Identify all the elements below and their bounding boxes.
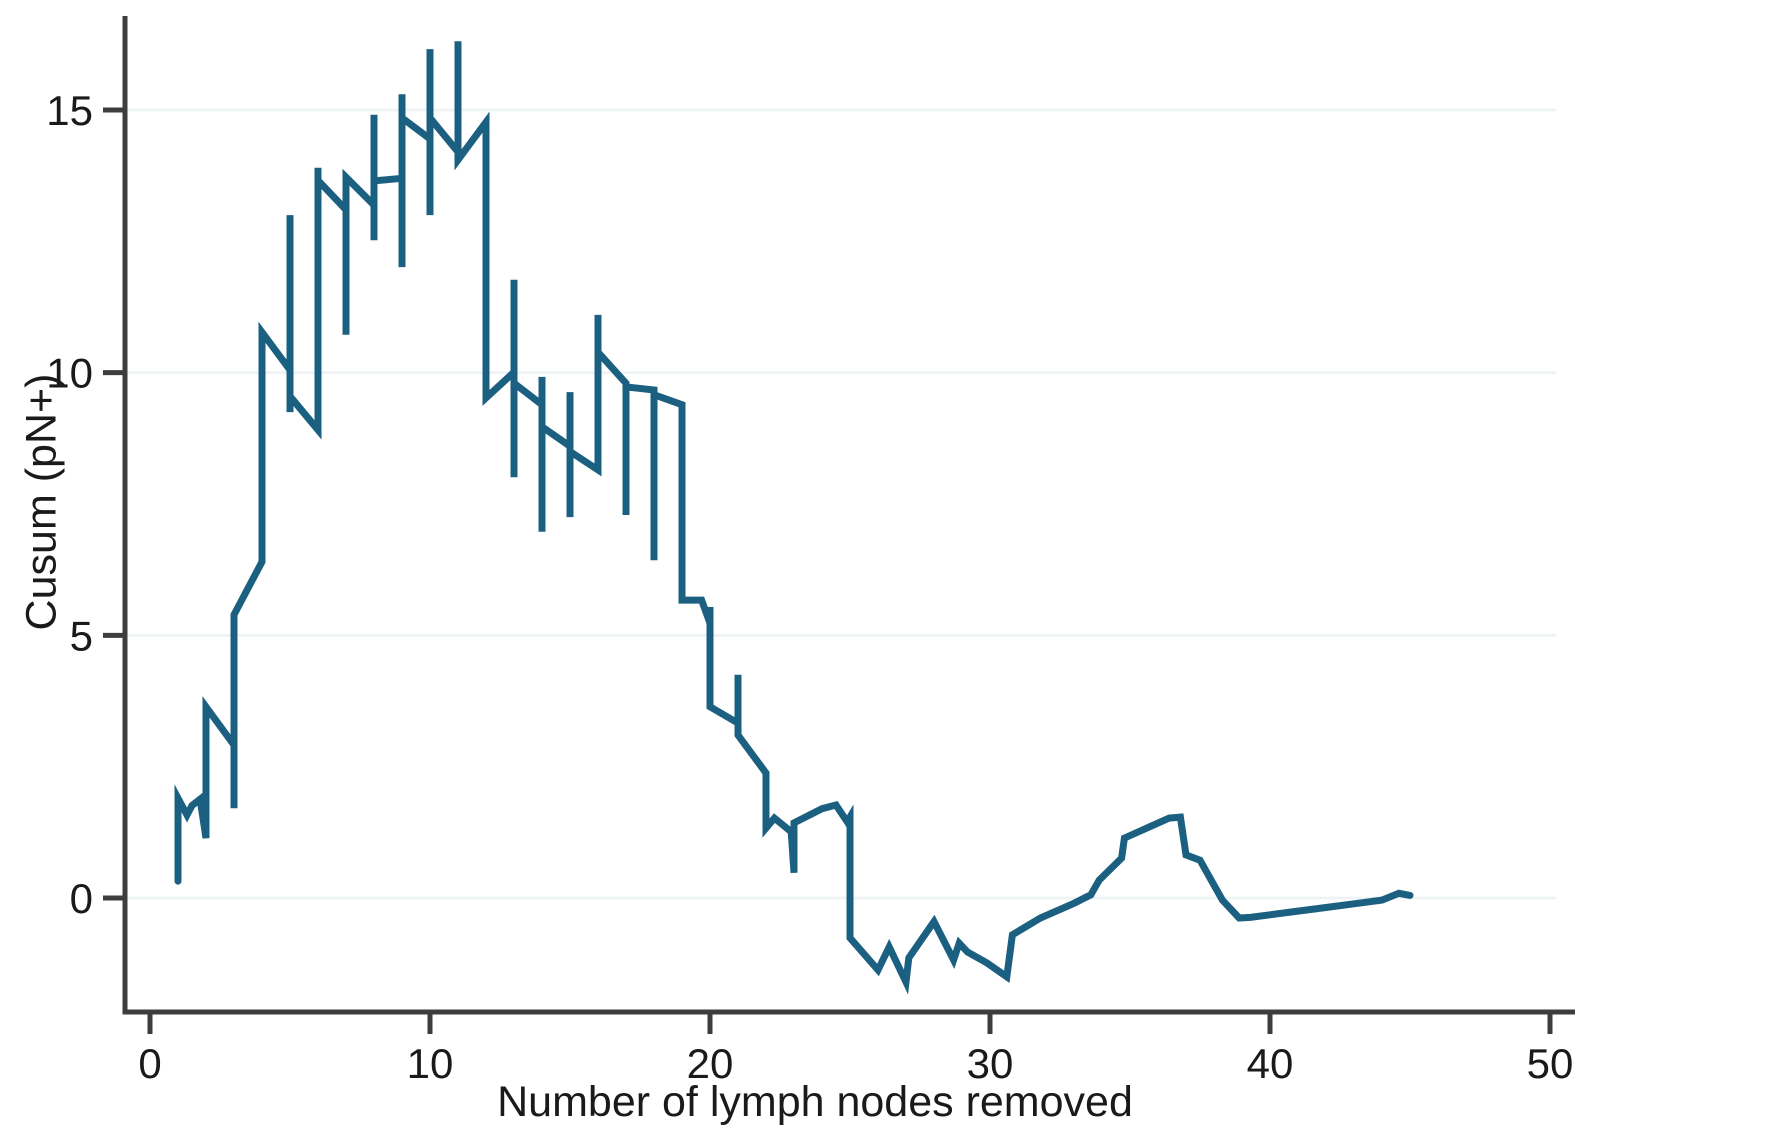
y-tick-label: 0 bbox=[70, 875, 93, 922]
x-tick-label: 30 bbox=[967, 1040, 1014, 1087]
y-tick-label: 10 bbox=[46, 350, 93, 397]
x-axis-title: Number of lymph nodes removed bbox=[497, 1078, 1133, 1126]
y-tick-label: 15 bbox=[46, 87, 93, 134]
cusum-line bbox=[174, 41, 1414, 995]
x-tick-label: 20 bbox=[687, 1040, 734, 1087]
y-tick-label: 5 bbox=[70, 612, 93, 659]
y-axis-title: Cusum (pN+) bbox=[17, 373, 66, 631]
x-tick-label: 0 bbox=[138, 1040, 161, 1087]
x-tick-label: 40 bbox=[1247, 1040, 1294, 1087]
x-tick-label: 50 bbox=[1527, 1040, 1574, 1087]
x-tick-label: 10 bbox=[407, 1040, 454, 1087]
